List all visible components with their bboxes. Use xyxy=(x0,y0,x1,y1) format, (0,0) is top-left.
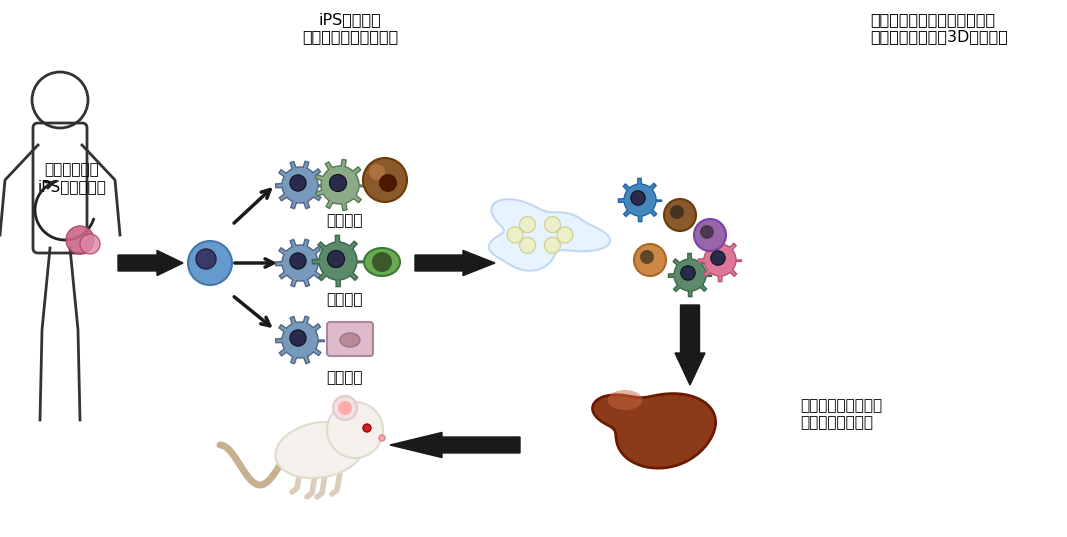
Circle shape xyxy=(290,330,306,346)
Circle shape xyxy=(369,164,385,180)
Polygon shape xyxy=(415,250,495,275)
Circle shape xyxy=(631,191,646,205)
Polygon shape xyxy=(619,178,662,222)
Circle shape xyxy=(640,250,654,264)
Circle shape xyxy=(694,219,726,251)
Polygon shape xyxy=(275,316,324,364)
Text: 皮膚細胞から
iPS細胞を作る: 皮膚細胞から iPS細胞を作る xyxy=(37,162,107,194)
Circle shape xyxy=(681,266,696,280)
Circle shape xyxy=(330,175,347,192)
Text: できた細胞を細胞抜きにした
ラット肘臓の内に3D印刷する: できた細胞を細胞抜きにした ラット肘臓の内に3D印刷する xyxy=(870,12,1008,45)
Ellipse shape xyxy=(340,333,360,347)
Polygon shape xyxy=(275,240,324,287)
Circle shape xyxy=(290,253,306,269)
Circle shape xyxy=(80,234,100,254)
Ellipse shape xyxy=(364,248,400,276)
Polygon shape xyxy=(489,199,610,271)
Circle shape xyxy=(363,424,371,432)
Circle shape xyxy=(520,216,536,233)
Polygon shape xyxy=(275,161,324,209)
Circle shape xyxy=(66,226,94,254)
Circle shape xyxy=(544,237,560,253)
Text: 肝臓細胞: 肝臓細胞 xyxy=(327,213,363,228)
Polygon shape xyxy=(313,235,364,287)
Circle shape xyxy=(520,237,536,253)
Text: 血管細胞: 血管細胞 xyxy=(327,370,363,385)
FancyBboxPatch shape xyxy=(327,322,373,356)
Circle shape xyxy=(338,401,352,415)
Polygon shape xyxy=(118,250,184,275)
Text: 完成した人工肝臓を
ラットに移植する: 完成した人工肝臓を ラットに移植する xyxy=(800,398,882,430)
Circle shape xyxy=(372,252,392,272)
Text: iPS細胞から
各パーツの細胞を作る: iPS細胞から 各パーツの細胞を作る xyxy=(302,12,398,45)
Circle shape xyxy=(711,251,726,265)
Circle shape xyxy=(328,250,345,267)
Polygon shape xyxy=(315,159,366,211)
Circle shape xyxy=(664,199,696,231)
Polygon shape xyxy=(699,238,742,281)
Circle shape xyxy=(290,175,306,191)
Polygon shape xyxy=(592,394,716,468)
Circle shape xyxy=(544,216,560,233)
Circle shape xyxy=(188,241,232,285)
Circle shape xyxy=(670,205,684,219)
Ellipse shape xyxy=(607,390,642,410)
Polygon shape xyxy=(391,432,520,458)
Circle shape xyxy=(327,402,383,458)
Ellipse shape xyxy=(275,422,365,478)
Circle shape xyxy=(700,225,714,239)
Circle shape xyxy=(379,174,397,192)
Circle shape xyxy=(634,244,666,276)
Polygon shape xyxy=(668,253,712,296)
Text: 胆管細胞: 胆管細胞 xyxy=(327,292,363,307)
Circle shape xyxy=(196,249,216,269)
Circle shape xyxy=(507,227,523,243)
Circle shape xyxy=(379,435,385,441)
Polygon shape xyxy=(675,305,705,385)
Circle shape xyxy=(333,396,357,420)
Circle shape xyxy=(363,158,407,202)
Circle shape xyxy=(557,227,573,243)
